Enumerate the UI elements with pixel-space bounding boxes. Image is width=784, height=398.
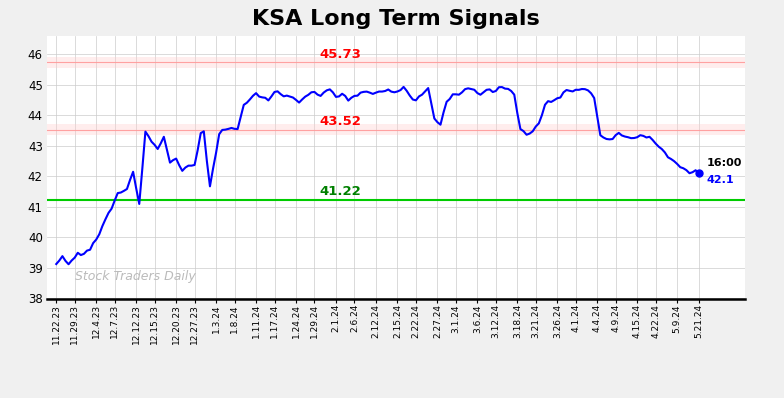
Text: Stock Traders Daily: Stock Traders Daily (75, 270, 196, 283)
Text: 16:00: 16:00 (706, 158, 742, 168)
Text: 42.1: 42.1 (706, 175, 734, 185)
Text: 43.52: 43.52 (319, 115, 361, 128)
Text: 45.73: 45.73 (319, 47, 361, 60)
Bar (47, 57, 745, 68)
Text: 41.22: 41.22 (319, 185, 361, 198)
Title: KSA Long Term Signals: KSA Long Term Signals (252, 9, 540, 29)
Bar (47, 125, 745, 135)
